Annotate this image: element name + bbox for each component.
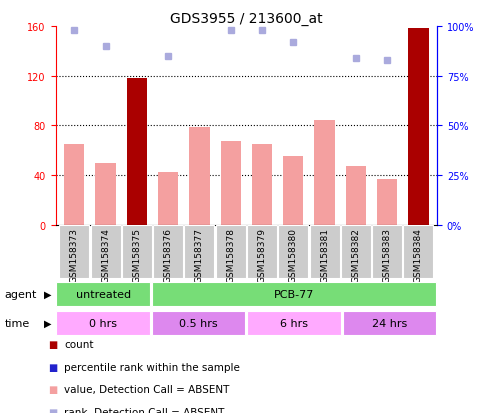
Bar <box>408 29 428 225</box>
Bar <box>403 225 433 279</box>
Bar <box>57 282 150 306</box>
Text: GSM158374: GSM158374 <box>101 228 110 282</box>
Bar <box>247 311 341 335</box>
Bar <box>372 225 402 279</box>
Bar <box>221 142 241 225</box>
Bar <box>314 121 335 225</box>
Text: 0.5 hrs: 0.5 hrs <box>179 318 218 328</box>
Bar <box>252 145 272 225</box>
Text: count: count <box>64 339 94 349</box>
Bar <box>341 225 371 279</box>
Text: PCB-77: PCB-77 <box>274 289 314 299</box>
Text: percentile rank within the sample: percentile rank within the sample <box>64 362 240 372</box>
Text: time: time <box>5 318 30 328</box>
Bar <box>247 225 277 279</box>
Text: GSM158383: GSM158383 <box>383 228 392 282</box>
Text: GSM158375: GSM158375 <box>132 228 142 282</box>
Text: untreated: untreated <box>76 289 131 299</box>
Bar <box>342 311 436 335</box>
Bar <box>91 225 121 279</box>
Text: GSM158378: GSM158378 <box>226 228 235 282</box>
Text: GSM158380: GSM158380 <box>289 228 298 282</box>
Text: value, Detection Call = ABSENT: value, Detection Call = ABSENT <box>64 385 229 394</box>
Title: GDS3955 / 213600_at: GDS3955 / 213600_at <box>170 12 323 26</box>
Text: ■: ■ <box>48 339 57 349</box>
Bar <box>377 179 397 225</box>
Bar <box>283 157 303 225</box>
Bar <box>152 311 245 335</box>
Bar <box>59 225 89 279</box>
Bar <box>153 225 183 279</box>
Text: ■: ■ <box>48 362 57 372</box>
Text: rank, Detection Call = ABSENT: rank, Detection Call = ABSENT <box>64 407 225 413</box>
Text: GSM158382: GSM158382 <box>351 228 360 282</box>
Text: GSM158379: GSM158379 <box>257 228 267 282</box>
Bar <box>216 225 246 279</box>
Bar <box>310 225 340 279</box>
Text: ▶: ▶ <box>43 318 51 328</box>
Bar <box>346 167 366 225</box>
Text: GSM158373: GSM158373 <box>70 228 79 282</box>
Text: ■: ■ <box>48 385 57 394</box>
Text: GSM158381: GSM158381 <box>320 228 329 282</box>
Text: GSM158376: GSM158376 <box>164 228 172 282</box>
Bar <box>57 311 150 335</box>
Bar <box>152 282 436 306</box>
Bar <box>96 163 116 225</box>
Text: GSM158384: GSM158384 <box>414 228 423 282</box>
Text: 0 hrs: 0 hrs <box>89 318 117 328</box>
Bar <box>127 79 147 225</box>
Text: GSM158377: GSM158377 <box>195 228 204 282</box>
Text: agent: agent <box>5 289 37 299</box>
Bar <box>122 225 152 279</box>
Text: ■: ■ <box>48 407 57 413</box>
Text: 24 hrs: 24 hrs <box>372 318 407 328</box>
Bar <box>278 225 308 279</box>
Bar <box>64 145 85 225</box>
Text: 6 hrs: 6 hrs <box>280 318 308 328</box>
Text: ▶: ▶ <box>43 289 51 299</box>
Bar <box>185 225 214 279</box>
Bar <box>158 173 178 225</box>
Bar <box>189 127 210 225</box>
